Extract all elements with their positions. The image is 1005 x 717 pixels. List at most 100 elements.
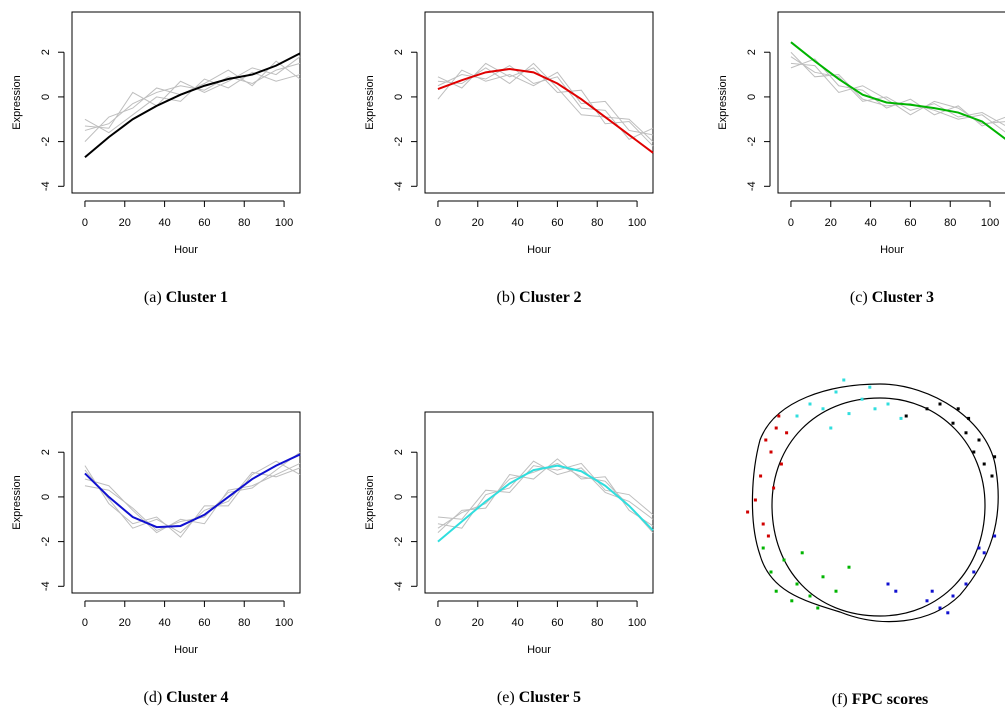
y-tick-label: -4 [393,181,405,191]
point [925,407,929,411]
caption-title: FPC scores [852,691,929,708]
y-tick-label: -2 [40,537,52,547]
x-tick-label: 40 [158,617,170,629]
y-tick-label: 0 [393,94,405,100]
x-tick-label: 20 [472,617,484,629]
point [753,498,757,502]
point [808,594,812,598]
point [774,589,778,593]
point [834,390,838,394]
point [769,570,773,574]
y-axis-label: Expression [11,475,23,529]
y-tick-label: -2 [746,137,758,147]
y-tick-label: 2 [746,49,758,55]
series-line [84,460,301,538]
point [993,455,997,459]
point [977,546,981,550]
point [946,611,950,615]
point [860,397,864,401]
point [993,534,997,538]
series-line [790,58,1005,127]
point [800,551,804,555]
x-tick-label: 20 [119,217,131,229]
caption-label: (d) [143,689,162,706]
caption: (e) Cluster 5 [497,689,581,706]
y-tick-label: 0 [746,94,758,100]
x-tick-label: 60 [198,617,210,629]
plot: 0 20 40 60 80 100 -4 -2 0 2 Hour Expression [364,411,654,656]
x-tick-label: 40 [158,217,170,229]
y-tick-label: -4 [40,581,52,591]
x-tick-label: 40 [864,217,876,229]
y-tick-label: -2 [393,137,405,147]
point [782,558,786,562]
point [790,599,794,603]
x-tick-label: 20 [825,217,837,229]
y-axis-label: Expression [11,75,23,129]
series-line [84,62,301,131]
point [886,582,890,586]
point [772,486,776,490]
caption: (b) Cluster 2 [496,289,581,306]
series-line [84,60,301,142]
x-tick-label: 80 [944,217,956,229]
x-tick-label: 0 [788,217,794,229]
caption-title: Cluster 1 [166,289,228,306]
point [925,599,929,603]
point [779,462,783,466]
point [904,414,908,418]
x-axis-label: Hour [527,244,551,256]
density-contour [751,383,999,623]
point [761,546,765,550]
series-line [437,458,654,534]
y-tick-label: 0 [393,494,405,500]
x-axis-label: Hour [174,244,198,256]
point [829,426,833,430]
caption-label: (e) [497,689,515,706]
x-tick-label: 40 [511,217,523,229]
y-tick-label: -2 [393,537,405,547]
caption-label: (c) [850,289,868,306]
x-tick-label: 0 [82,217,88,229]
point [899,416,903,420]
x-tick-label: 100 [628,617,646,629]
x-tick-label: 0 [435,617,441,629]
point [964,582,968,586]
point [834,589,838,593]
x-tick-label: 80 [591,217,603,229]
point [977,438,981,442]
x-tick-label: 20 [119,617,131,629]
series-line [437,460,654,529]
plot-frame [424,11,654,194]
plot-frame [777,11,1005,194]
x-tick-label: 100 [981,217,999,229]
caption: (c) Cluster 3 [850,289,934,306]
series-line [790,51,1005,133]
plot: 0 20 40 60 80 100 -4 -2 0 2 Hour Expression [11,11,301,256]
x-tick-label: 80 [238,217,250,229]
point [930,589,934,593]
y-tick-label: 0 [40,494,52,500]
point [795,414,799,418]
point [764,438,768,442]
point [761,522,765,526]
point [951,594,955,598]
plot-frame [424,411,654,594]
plot: 0 20 40 60 80 100 -4 -2 0 2 Hour Expression [11,411,301,656]
y-tick-label: -4 [393,581,405,591]
caption-title: Cluster 2 [519,289,581,306]
x-tick-label: 0 [435,217,441,229]
plot-frame [71,11,301,194]
point [982,462,986,466]
point [759,474,763,478]
series-line [437,462,654,520]
x-axis-label: Hour [880,244,904,256]
y-tick-label: 2 [393,449,405,455]
y-tick-label: -4 [40,181,52,191]
x-axis-label: Hour [174,644,198,656]
y-tick-label: -4 [746,181,758,191]
point [964,431,968,435]
x-tick-label: 60 [551,217,563,229]
point [990,474,994,478]
point [816,606,820,610]
